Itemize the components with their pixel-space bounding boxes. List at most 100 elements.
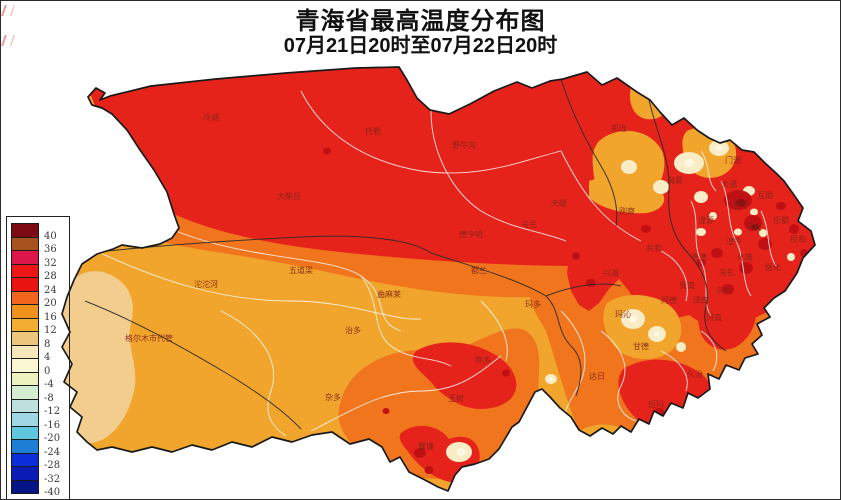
legend-value-label: 24 (44, 284, 57, 296)
station-label: 循化 (765, 262, 781, 272)
station-label: 共和 (646, 244, 662, 253)
station-label: 久治 (687, 369, 703, 379)
fill-red-henan (697, 281, 756, 350)
fill-tan-west (62, 271, 136, 444)
station-label: 格尔木市代管 (125, 333, 173, 343)
legend-value-label: 36 (44, 244, 57, 255)
legend-value-label: -4 (44, 379, 54, 390)
station-label: 都兰 (471, 265, 487, 275)
station-label: 冷湖 (203, 112, 219, 122)
legend-value-label: 32 (44, 257, 57, 269)
legend-value-label: 8 (44, 338, 51, 350)
legend-color-cell (11, 412, 39, 427)
station-label: 平安 (746, 222, 762, 232)
station-label: 化隆 (737, 252, 753, 262)
station-label: 天峻 (551, 198, 567, 208)
station-label: 野牛沟 (452, 140, 476, 150)
legend-color-cell (11, 277, 39, 292)
legend-value-label: -8 (44, 392, 54, 404)
province-border (61, 66, 816, 492)
legend-color-cell (11, 425, 39, 440)
station-label: 囊谦 (418, 441, 434, 451)
station-label: 杂多 (325, 392, 341, 402)
station-label: 德令哈 (459, 229, 483, 239)
legend-value-label: 16 (44, 311, 57, 323)
station-label: 玛多 (525, 299, 541, 309)
legend-value-label: -20 (44, 433, 61, 444)
station-label: 五道梁 (289, 265, 313, 275)
station-label: 托勒 (365, 126, 381, 136)
legend-value-label: 28 (44, 271, 57, 282)
legend-color-cell (11, 317, 39, 332)
station-label: 班玛 (648, 399, 664, 409)
legend-value-label: -40 (44, 487, 61, 498)
station-label: 民和 (790, 235, 806, 244)
legend-value-label: 4 (44, 352, 51, 363)
station-label: 湟中 (726, 236, 742, 246)
station-label: 同德 (661, 295, 677, 305)
temperature-legend: 40 36 32 28 24 20 16 12 8 4 0 -4 -8 -12 -16 -20 -24 -28 -3… (6, 216, 70, 499)
station-label: 治多 (345, 325, 361, 335)
legend-value-label: 12 (44, 325, 57, 336)
legend-value-label: -24 (44, 446, 61, 458)
legend-value-label: -32 (44, 473, 61, 485)
legend-value-label: -16 (44, 419, 61, 431)
county-boundaries (95, 90, 777, 437)
legend-value-label: 0 (44, 365, 51, 377)
station-label: 玉树 (448, 393, 464, 403)
station-label: 乐都 (773, 215, 789, 225)
station-label: 刚察 (619, 206, 635, 216)
legend-color-cell (11, 358, 39, 373)
fill-amber-valley2 (589, 176, 665, 214)
legend-color-cell (11, 398, 39, 413)
legend-color-cell (11, 479, 39, 494)
station-label: 玛沁 (615, 309, 631, 319)
legend-color-cell (11, 371, 39, 386)
station-label: 茫崖 (121, 145, 137, 155)
station-label: 海晏 (667, 175, 683, 185)
station-label: 互助 (757, 190, 773, 200)
legend-color-cell (11, 250, 39, 265)
legend-color-cell (11, 304, 39, 319)
legend-color-cell (11, 344, 39, 359)
legend-value-label: 20 (44, 298, 57, 309)
station-label: 贵南 (679, 280, 695, 290)
station-label: 称多 (475, 355, 491, 365)
cream-spots (446, 140, 795, 462)
station-label: 湟源 (698, 215, 714, 225)
prefecture-boundaries (84, 78, 727, 430)
station-label: 大柴旦 (277, 191, 301, 201)
legend-value-label: -12 (44, 406, 61, 417)
legend-color-cell (11, 331, 39, 346)
station-label: 乌兰 (521, 219, 537, 229)
legend-color-cell (11, 466, 39, 481)
fill-amber-golog (603, 294, 682, 360)
station-label: 贵德 (691, 252, 707, 262)
station-label: 尖扎 (719, 267, 735, 277)
fill-red-yushu (412, 342, 517, 410)
station-label: 同仁 (717, 286, 733, 296)
station-label: 河南 (706, 312, 722, 322)
station-label: 泽库 (693, 295, 709, 305)
legend-color-cell (11, 236, 39, 251)
legend-color-cell (11, 290, 39, 305)
fill-orange-band (151, 197, 581, 298)
legend-color-cell (11, 439, 39, 454)
legend-color-cell (11, 223, 39, 238)
station-label: 沱沱河 (194, 279, 218, 289)
legend-color-cell (11, 385, 39, 400)
station-label: 曲麻莱 (377, 289, 401, 299)
legend-color-cell (11, 263, 39, 278)
legend-value-label: 40 (44, 230, 57, 242)
fill-red-north (62, 67, 576, 266)
station-label: 大通 (721, 179, 737, 189)
station-label: 门源 (725, 155, 741, 165)
fill-red-south-tip (399, 425, 480, 483)
legend-value-label: -28 (44, 460, 61, 471)
station-label: 西宁 (733, 200, 749, 210)
station-label: 甘德 (633, 341, 649, 351)
